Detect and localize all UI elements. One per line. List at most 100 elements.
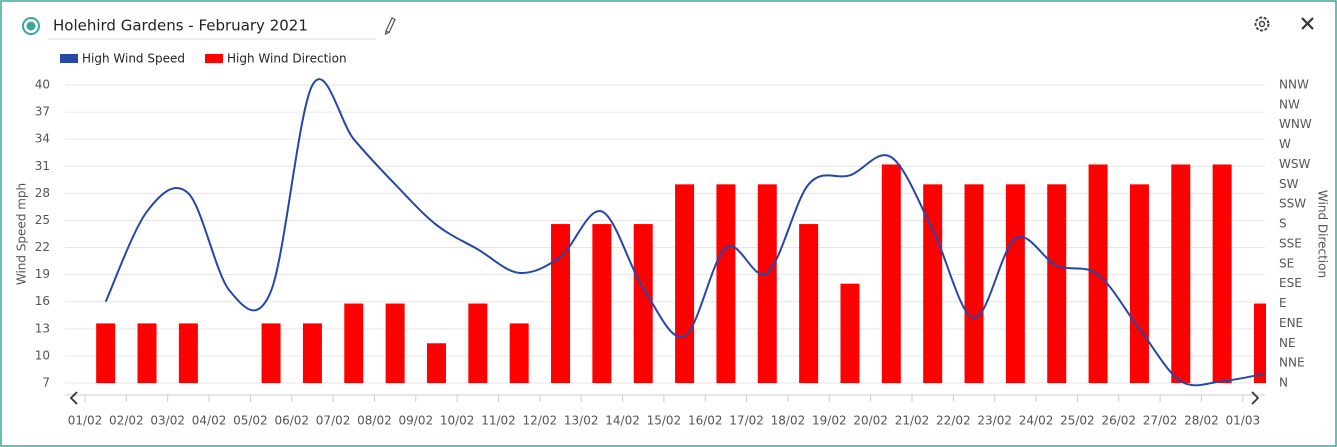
y2-tick-label: NW xyxy=(1279,97,1300,111)
bar xyxy=(840,283,860,383)
x-tick-label: 08/02 xyxy=(357,414,392,428)
bar xyxy=(178,323,198,383)
bar xyxy=(1005,184,1025,383)
x-tick-label: 27/02 xyxy=(1143,414,1178,428)
bar xyxy=(716,184,736,383)
x-tick-label: 13/02 xyxy=(564,414,599,428)
status-dot xyxy=(26,21,36,31)
y-tick-label: 40 xyxy=(35,78,50,92)
edit-icon[interactable] xyxy=(384,17,396,36)
bar xyxy=(344,303,364,383)
x-tick-label: 19/02 xyxy=(812,414,847,428)
x-tick-label: 17/02 xyxy=(729,414,764,428)
bar xyxy=(1171,164,1191,383)
y-tick-label: 37 xyxy=(35,105,50,119)
x-tick-label: 10/02 xyxy=(440,414,475,428)
x-tick-label: 11/02 xyxy=(481,414,516,428)
y2-tick-label: NE xyxy=(1279,336,1296,350)
y2-tick-label: N xyxy=(1279,376,1288,390)
bar xyxy=(633,224,653,383)
y2-tick-label: W xyxy=(1279,137,1291,151)
bar xyxy=(385,303,405,383)
y-tick-label: 19 xyxy=(35,267,50,281)
scroll-right[interactable] xyxy=(1251,391,1260,405)
y-tick-label: 10 xyxy=(35,348,50,362)
bar xyxy=(261,323,281,383)
x-tick-label: 28/02 xyxy=(1184,414,1219,428)
bar xyxy=(468,303,488,383)
bar xyxy=(1212,164,1232,383)
y2-tick-label: SSW xyxy=(1279,197,1306,211)
y2-tick-label: S xyxy=(1279,217,1287,231)
bar xyxy=(137,323,157,383)
bar xyxy=(302,323,322,383)
bar xyxy=(592,224,612,383)
bar xyxy=(1129,184,1149,383)
bar xyxy=(551,224,571,383)
y2-tick-label: E xyxy=(1279,296,1287,310)
y-tick-label: 13 xyxy=(35,321,50,335)
x-tick-label: 14/02 xyxy=(605,414,640,428)
bar xyxy=(1047,184,1067,383)
x-tick-label: 22/02 xyxy=(936,414,971,428)
y2-tick-label: WNW xyxy=(1279,117,1312,131)
bar xyxy=(964,184,984,383)
bar xyxy=(757,184,777,383)
legend-swatch xyxy=(60,54,78,63)
y2-axis-title: Wind Direction xyxy=(1316,190,1330,278)
close-icon[interactable] xyxy=(1301,17,1314,30)
widget-title: Holehird Gardens - February 2021 xyxy=(53,17,308,35)
y2-tick-label: WSW xyxy=(1279,157,1310,171)
line xyxy=(104,78,1264,387)
bar xyxy=(426,343,446,383)
bar xyxy=(96,323,116,383)
x-tick-label: 01/02 xyxy=(68,414,103,428)
y2-tick-label: SSE xyxy=(1279,236,1302,250)
bar xyxy=(799,224,819,383)
plot-area xyxy=(96,78,1266,387)
x-tick-label: 21/02 xyxy=(895,414,930,428)
y-tick-label: 31 xyxy=(35,159,50,173)
y-axis-title: Wind Speed mph xyxy=(15,183,29,285)
x-tick-label: 04/02 xyxy=(192,414,227,428)
y-tick-label: 28 xyxy=(35,186,50,200)
y-tick-label: 34 xyxy=(35,132,50,146)
x-tick-label: 02/02 xyxy=(109,414,144,428)
y2-tick-label: ESE xyxy=(1279,276,1302,290)
x-tick-label: 23/02 xyxy=(977,414,1012,428)
x-tick-label: 15/02 xyxy=(647,414,682,428)
y2-tick-label: NNW xyxy=(1279,78,1309,92)
legend-label: High Wind Speed xyxy=(82,52,185,66)
y2-tick-label: NNE xyxy=(1279,356,1305,370)
bar xyxy=(1253,303,1266,383)
x-tick-label: 12/02 xyxy=(523,414,558,428)
x-tick-label: 18/02 xyxy=(771,414,806,428)
x-tick-label: 16/02 xyxy=(688,414,723,428)
x-tick-label: 25/02 xyxy=(1060,414,1095,428)
y-tick-label: 22 xyxy=(35,240,50,254)
x-tick-label: 07/02 xyxy=(316,414,351,428)
y2-tick-label: ENE xyxy=(1279,316,1303,330)
x-tick-label: 24/02 xyxy=(1019,414,1054,428)
x-tick-label: 05/02 xyxy=(233,414,268,428)
y-tick-label: 7 xyxy=(42,376,50,390)
x-tick-label: 09/02 xyxy=(399,414,434,428)
bar xyxy=(675,184,695,383)
scroll-left[interactable] xyxy=(69,391,78,405)
y-tick-label: 25 xyxy=(35,213,50,227)
bar xyxy=(881,164,901,383)
settings-icon[interactable] xyxy=(1254,16,1270,32)
x-tick-label: 06/02 xyxy=(274,414,309,428)
legend-label: High Wind Direction xyxy=(227,52,347,66)
status-icon xyxy=(22,17,40,35)
x-tick-label: 01/03 xyxy=(1226,414,1261,428)
y2-tick-label: SE xyxy=(1279,256,1294,270)
x-tick-label: 20/02 xyxy=(853,414,888,428)
legend-swatch xyxy=(204,54,223,63)
x-tick-label: 26/02 xyxy=(1101,414,1136,428)
y2-tick-label: SW xyxy=(1279,177,1299,191)
bar xyxy=(923,184,943,383)
y-tick-label: 16 xyxy=(35,294,50,308)
